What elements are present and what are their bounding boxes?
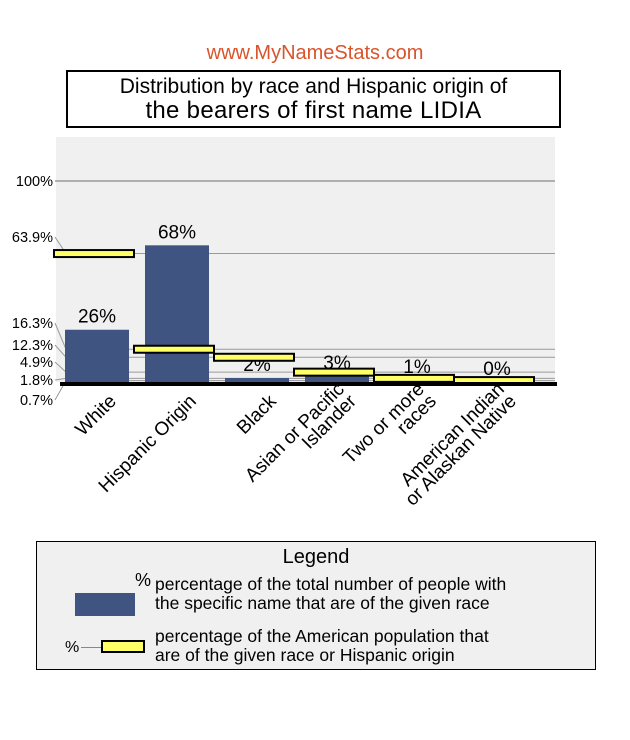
legend-pct-label: %: [135, 570, 152, 590]
category-label-line: Black: [233, 391, 281, 439]
legend-ref-swatch: [101, 640, 145, 653]
title-line-1: Distribution by race and Hispanic origin…: [119, 75, 508, 98]
legend-bar-text: percentage of the total number of people…: [155, 575, 595, 613]
bar-black: [225, 377, 289, 382]
legend-ref-text-line-1: percentage of the American population th…: [155, 626, 489, 646]
population-marker: [293, 367, 375, 377]
legend-ref-pct-label: %: [65, 639, 80, 656]
bar-value-label: 1%: [403, 357, 431, 378]
site-url: www.MyNameStats.com: [206, 42, 424, 64]
ref-tick-label: 16.3%: [12, 316, 53, 332]
legend-bar-text-line-2: the specific name that are of the given …: [155, 593, 490, 613]
ref-tick-label: 0.7%: [20, 393, 53, 409]
population-marker: [213, 352, 295, 362]
population-marker: [133, 344, 215, 354]
bar-chart: 100%63.9%16.3%12.3%4.9%1.8%0.7%26%68%2% 3…: [12, 137, 557, 510]
legend: Legend % percentage of the total number …: [36, 541, 596, 670]
bar-hispanic-origin: [145, 245, 209, 382]
title-line-2: the bearers of first name LIDIA: [145, 97, 482, 124]
ref-tick-label: 12.3%: [12, 338, 53, 354]
ref-tick-label: 1.8%: [20, 373, 53, 389]
population-marker: [53, 249, 135, 259]
bar-white: [65, 329, 129, 382]
plot-background: [56, 137, 555, 382]
chart-title-box: Distribution by race and Hispanic origin…: [66, 70, 561, 128]
legend-bar-swatch: [75, 593, 135, 616]
category-label: Black: [233, 391, 281, 439]
bar-value-label: 68%: [158, 222, 196, 243]
ref-tick-label: 4.9%: [20, 355, 53, 371]
legend-bar-text-line-1: percentage of the total number of people…: [155, 574, 507, 594]
legend-ref-leader: [81, 647, 101, 648]
category-label: White: [72, 391, 121, 440]
ref-tick-label: 100%: [16, 174, 53, 190]
category-label-line: White: [72, 391, 121, 440]
bar-value-label: 26%: [78, 307, 116, 328]
bar-value-label: 0%: [483, 359, 511, 380]
legend-ref-text: percentage of the American population th…: [155, 627, 595, 665]
legend-ref-text-line-2: are of the given race or Hispanic origin: [155, 645, 455, 665]
bar-asian-or-pacific-islander: [305, 375, 369, 382]
x-axis-baseline: [60, 382, 557, 386]
legend-title: Legend: [282, 546, 350, 568]
ref-tick-label: 63.9%: [12, 230, 53, 246]
